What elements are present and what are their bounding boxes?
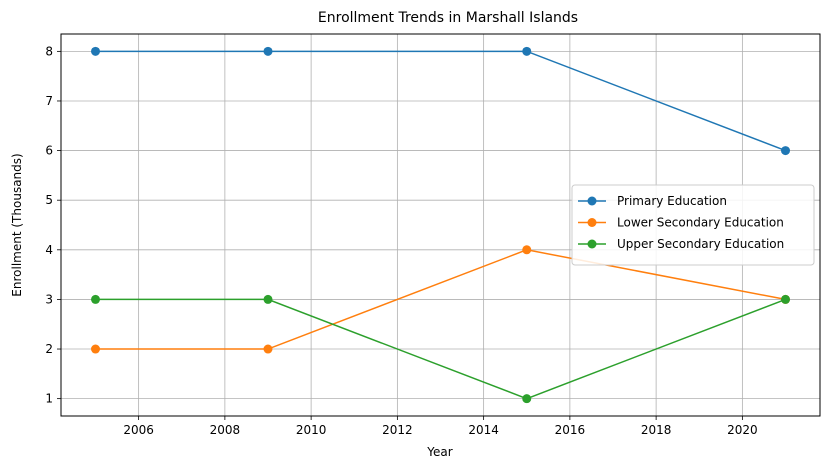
series-layer (91, 46, 790, 404)
series-line-3 (95, 298, 786, 400)
y-tick-label: 1 (45, 392, 53, 406)
y-axis: 1 2 3 4 5 6 7 8 (45, 44, 61, 406)
x-axis-title: Year (426, 445, 452, 459)
legend-marker (587, 239, 597, 249)
series-line-2 (95, 249, 786, 350)
data-point (91, 344, 100, 354)
data-point (781, 294, 790, 304)
legend-marker (587, 196, 597, 206)
x-axis: 2006 2008 2010 2012 2014 2016 2018 2020 (123, 416, 758, 437)
x-tick-label: 2016 (555, 423, 586, 437)
data-point (263, 344, 273, 354)
x-tick-label: 2006 (123, 423, 154, 437)
legend-label: Lower Secondary Education (617, 216, 784, 230)
x-tick-label: 2008 (210, 423, 241, 437)
y-tick-label: 2 (45, 342, 53, 356)
legend-box (571, 184, 815, 266)
x-tick-label: 2014 (468, 423, 499, 437)
y-tick-label: 5 (45, 193, 53, 207)
y-axis-title: Enrollment (Thousands) (10, 153, 24, 296)
legend-label: Upper Secondary Education (617, 237, 784, 251)
data-point (263, 46, 273, 56)
legend: Primary Education Lower Secondary Educati… (571, 184, 815, 266)
data-point (522, 245, 532, 255)
data-point (91, 46, 100, 56)
chart-title: Enrollment Trends in Marshall Islands (318, 10, 578, 26)
x-tick-label: 2020 (727, 423, 758, 437)
y-tick-label: 7 (45, 94, 53, 108)
x-tick-label: 2012 (382, 423, 413, 437)
legend-marker (587, 218, 597, 227)
y-tick-label: 4 (45, 243, 53, 257)
x-tick-label: 2010 (296, 423, 327, 437)
x-tick-label: 2018 (641, 423, 672, 437)
data-point (263, 294, 273, 304)
y-tick-label: 3 (45, 292, 53, 306)
legend-label: Primary Education (617, 194, 727, 208)
y-tick-label: 8 (45, 44, 53, 58)
series-line-1 (95, 50, 786, 152)
data-point (522, 46, 532, 56)
data-point (781, 146, 790, 156)
y-tick-label: 6 (45, 144, 53, 158)
data-point (91, 294, 100, 304)
plot-frame (60, 33, 821, 417)
data-point (522, 394, 532, 404)
